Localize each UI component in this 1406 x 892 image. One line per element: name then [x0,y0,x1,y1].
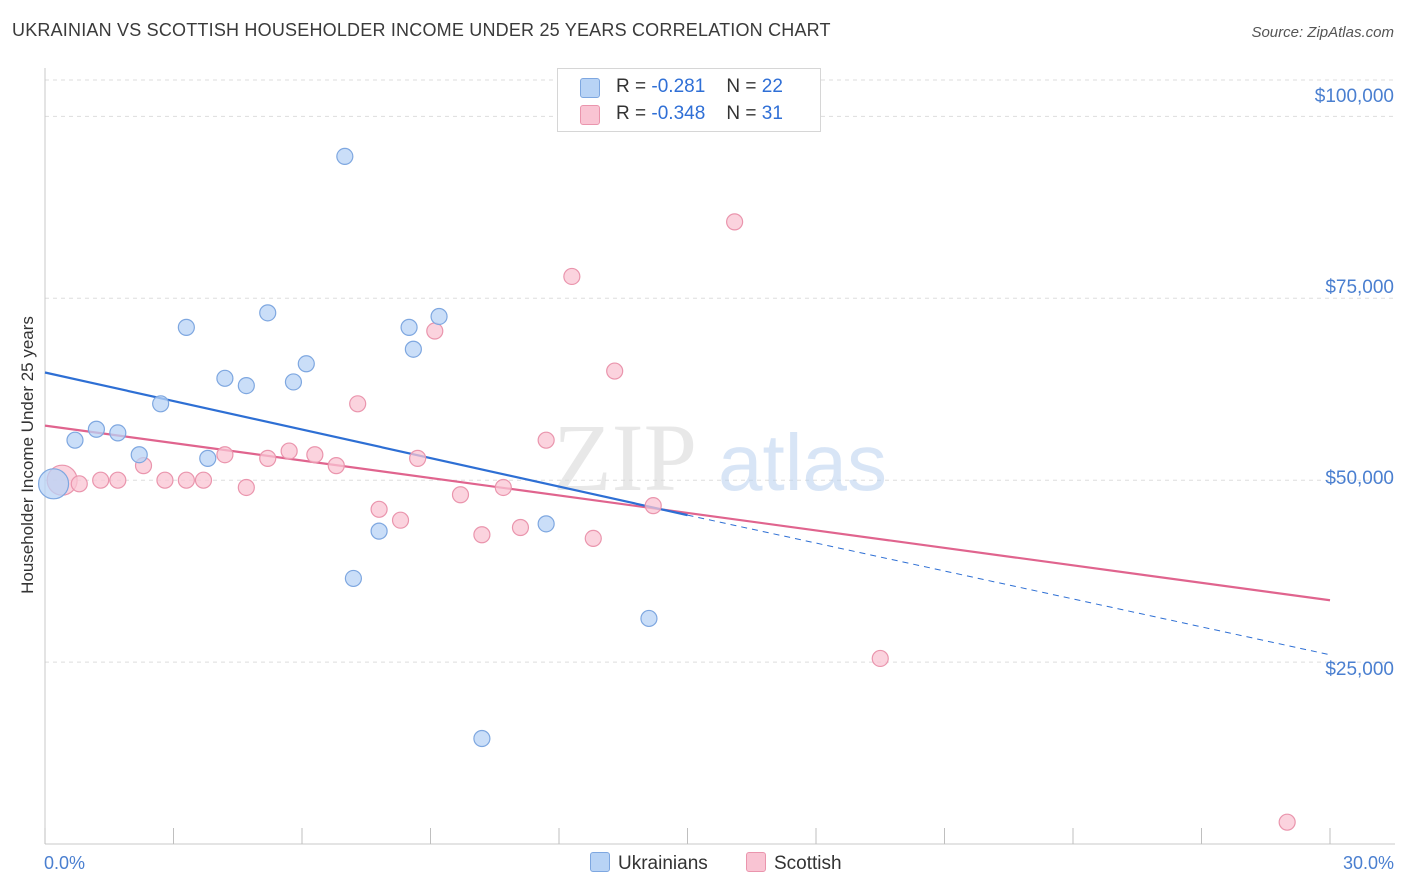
legend-n-label: N = [726,76,757,97]
point-ukrainians [430,307,448,326]
point-ukrainians [400,318,418,336]
y-tick-label: $50,000 [1325,468,1394,489]
point-scottish [1278,813,1296,831]
point-scottish [644,497,662,515]
legend-r-label: R = [616,103,647,124]
point-scottish [473,526,491,544]
legend-n-value: 22 [761,76,783,97]
point-ukrainians [152,395,170,413]
legend-text: R = -0.348 N = 31 [616,103,783,125]
axes-layer [44,68,1395,845]
point-ukrainians [87,420,106,438]
point-ukrainians [37,468,70,500]
point-scottish [391,511,410,529]
point-ukrainians [370,522,388,540]
point-ukrainians [259,304,277,322]
point-scottish [584,529,602,548]
legend-text: R = -0.281 N = 22 [616,76,783,98]
trend-line-ukrainians [44,371,688,517]
point-ukrainians [66,431,84,449]
point-ukrainians [297,355,315,373]
point-scottish [726,213,744,231]
point-scottish [70,475,88,493]
bottom-legend-label: Ukrainians [618,853,708,874]
y-tick-label: $75,000 [1325,277,1394,298]
chart-title: UKRAINIAN VS SCOTTISH HOUSEHOLDER INCOME… [12,20,831,40]
x-tick-label-min: 0.0% [44,853,86,873]
point-ukrainians [177,318,195,336]
y-tick-label: $100,000 [1314,86,1394,107]
legend-n-value: 31 [761,103,783,124]
point-scottish [511,518,530,537]
point-ukrainians [640,609,658,628]
point-ukrainians [199,449,217,467]
trend-line-ukrainians-extension [687,514,1331,656]
legend-n-label: N = [726,103,757,124]
point-scottish [194,471,213,489]
point-scottish [177,471,195,489]
point-scottish [156,471,174,489]
bottom-legend-scottish: Scottish [746,852,842,875]
watermark: ZIP atlas [553,404,887,511]
bottom-legend-swatch-ukrainians [590,852,610,872]
correlation-legend: R = -0.281 N = 22 R = -0.348 N = 31 [557,68,821,132]
y-tick-label: $25,000 [1325,659,1394,680]
point-scottish [370,500,388,518]
point-ukrainians [109,424,127,442]
point-ukrainians [237,377,255,395]
point-scottish [563,267,581,286]
point-scottish [537,431,555,449]
point-scottish [871,649,889,668]
point-scottish [280,442,298,460]
point-ukrainians [130,446,148,464]
point-ukrainians [404,340,422,358]
x-tick-label-max: 30.0% [1342,853,1394,873]
point-scottish [306,446,324,464]
legend-r-value: -0.348 [651,103,706,124]
point-ukrainians [216,369,234,387]
watermark-atlas: atlas [718,418,887,507]
bottom-legend-ukrainians: Ukrainians [590,852,708,875]
source-label: Source: ZipAtlas.com [1251,24,1394,41]
point-ukrainians [473,729,491,748]
legend-swatch-scottish [580,105,600,125]
point-ukrainians [344,569,362,588]
point-scottish [109,471,127,489]
watermark-zip: ZIP [553,404,697,511]
points-layer [37,147,1296,831]
grid-layer [45,79,1395,663]
trend-layer [44,371,1331,656]
point-scottish [349,395,367,413]
legend-swatch-ukrainians [580,78,600,98]
point-ukrainians [284,373,303,391]
point-ukrainians [336,147,354,165]
point-scottish [216,446,234,464]
point-scottish [92,471,110,489]
point-scottish [426,322,444,340]
point-scottish [494,478,512,497]
legend-r-value: -0.281 [651,76,706,97]
point-scottish [259,449,277,467]
point-scottish [451,486,470,504]
point-scottish [327,457,345,475]
point-scottish [409,449,427,467]
point-ukrainians [537,515,555,533]
point-scottish [606,362,624,380]
bottom-legend-swatch-scottish [746,852,766,872]
legend-r-label: R = [616,76,647,97]
trend-line-scottish [44,424,1331,602]
point-scottish [237,478,255,497]
bottom-legend-label: Scottish [774,853,842,874]
y-axis-label: Householder Income Under 25 years [18,316,37,594]
